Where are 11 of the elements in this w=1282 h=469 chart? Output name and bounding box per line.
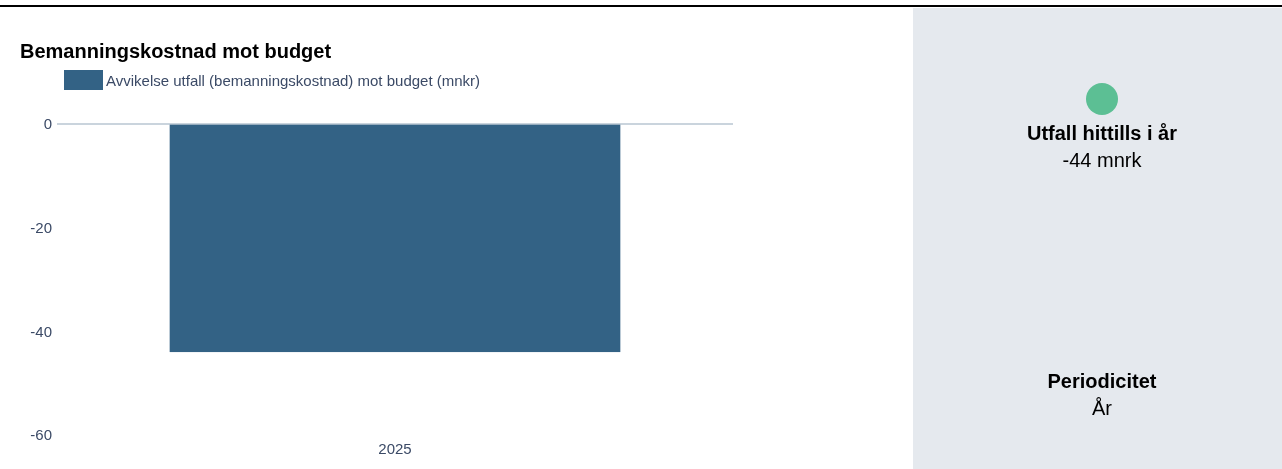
y-tick-label: 0 <box>43 115 52 133</box>
text: -44 mnrk <box>1062 149 1143 171</box>
legend-label: Avvikelse utfall (bemanningskostnad) mot budget (mnkr) <box>106 72 481 89</box>
y-tick-label: -60 <box>30 426 52 444</box>
chart-title: Bemanningskostnad mot budget <box>20 40 332 62</box>
text: Utfall hittills i år <box>1026 122 1178 144</box>
y-tick-label: -40 <box>30 322 52 340</box>
text: Periodicitet <box>1047 370 1157 392</box>
x-tick-label: 2025 <box>378 440 412 457</box>
y-tick-label: -20 <box>30 218 52 236</box>
text: År <box>1092 397 1113 419</box>
